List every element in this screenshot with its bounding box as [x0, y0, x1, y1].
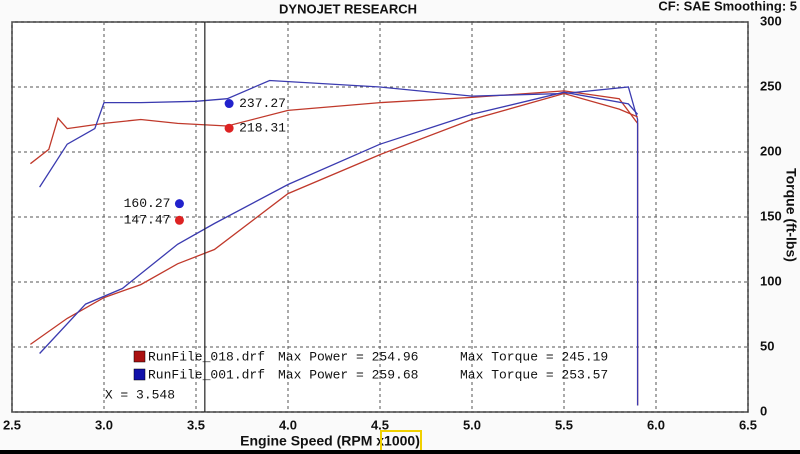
settings-text: CF: SAE Smoothing: 5 [658, 0, 797, 13]
x-tick-label: 6.5 [739, 417, 757, 432]
y-tick-label: 250 [760, 78, 782, 93]
data-line [39, 79, 639, 406]
x-tick-label: 5.0 [463, 417, 481, 432]
y-tick-label: 200 [760, 143, 782, 158]
cursor-label: X = 3.548 [105, 387, 175, 402]
marker-dot [224, 99, 234, 109]
chart-title: DYNOJET RESEARCH [279, 1, 417, 16]
marker-label: 237.27 [239, 96, 286, 111]
x-axis-title: Engine Speed (RPM x1000) [240, 433, 420, 449]
legend-power: Max Power = 254.96 [278, 349, 418, 364]
y-tick-label: 150 [760, 208, 782, 223]
x-tick-label: 4.5 [371, 417, 389, 432]
bottom-bar [0, 450, 800, 454]
x-tick-label: 6.0 [647, 417, 665, 432]
legend-file: RunFile_018.drf [148, 349, 265, 364]
data-line [39, 91, 639, 354]
marker-dot [224, 123, 234, 133]
y-tick-label: 300 [760, 13, 782, 28]
marker-label: 147.47 [124, 213, 171, 228]
legend-file: RunFile_001.drf [148, 367, 265, 382]
legend-swatch [133, 350, 146, 363]
legend-power: Max Power = 259.68 [278, 367, 418, 382]
legend-torque: Max Torque = 253.57 [460, 367, 608, 382]
marker-label: 160.27 [124, 196, 171, 211]
y-tick-label: 0 [760, 403, 767, 418]
x-tick-label: 2.5 [3, 417, 21, 432]
x-tick-label: 5.5 [555, 417, 573, 432]
data-line [30, 92, 638, 345]
legend-swatch [133, 368, 146, 381]
x-tick-label: 3.0 [95, 417, 113, 432]
y-axis-title: Torque (ft-lbs) [783, 168, 799, 262]
marker-label: 218.31 [239, 121, 286, 136]
x-tick-label: 3.5 [187, 417, 205, 432]
x-tick-label: 4.0 [279, 417, 297, 432]
y-tick-label: 50 [760, 338, 774, 353]
marker-dot [174, 199, 184, 209]
y-tick-label: 100 [760, 273, 782, 288]
marker-dot [174, 215, 184, 225]
legend-torque: Max Torque = 245.19 [460, 349, 608, 364]
